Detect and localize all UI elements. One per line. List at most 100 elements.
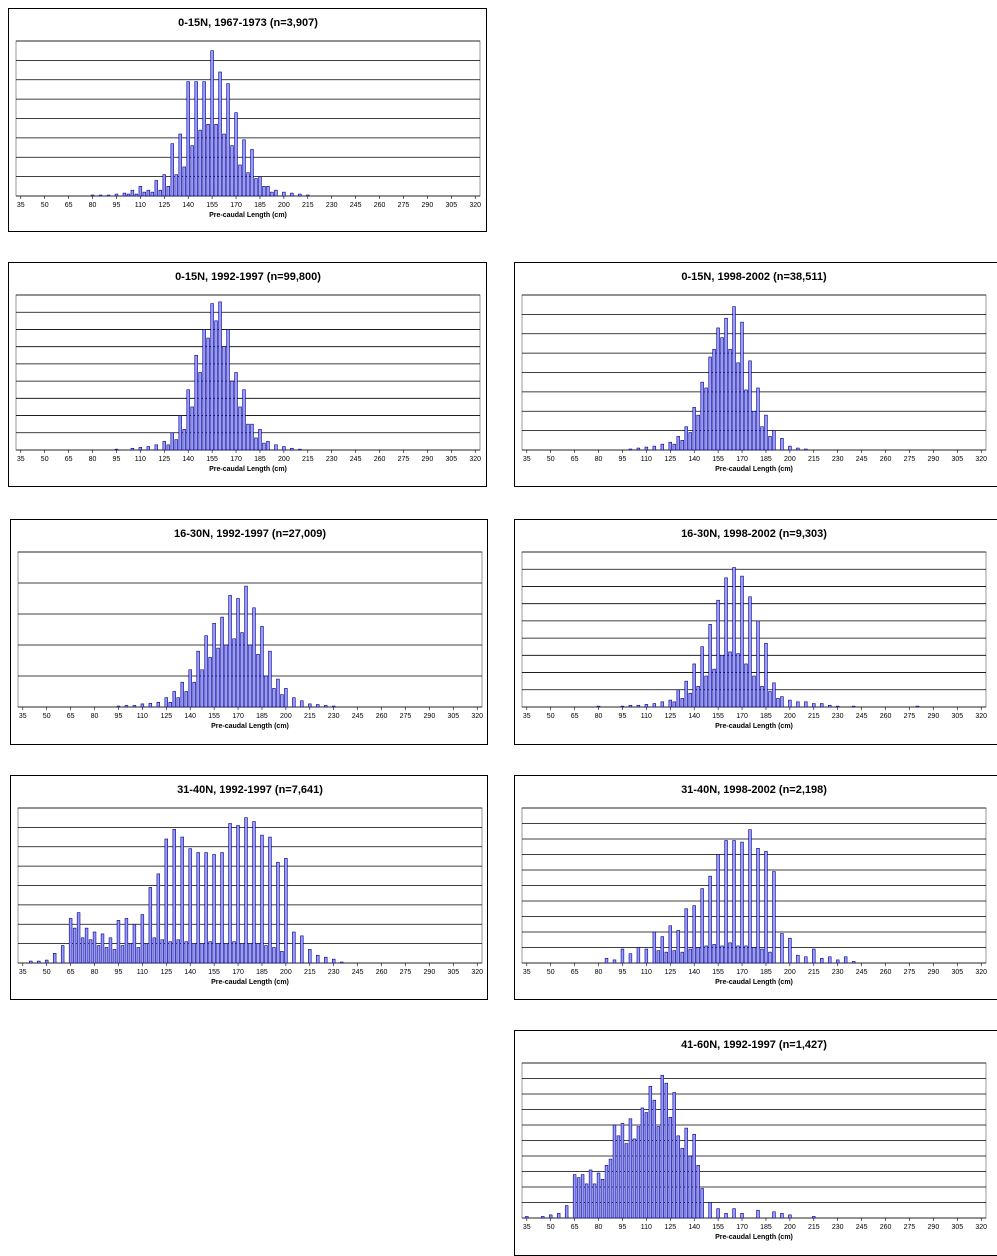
x-tick-label: 260	[374, 456, 386, 463]
x-tick-label: 320	[975, 456, 987, 463]
x-tick-label: 275	[904, 713, 916, 720]
bar	[760, 426, 764, 451]
bar	[272, 947, 276, 964]
bar	[264, 945, 268, 964]
bar	[732, 306, 736, 451]
bar	[628, 704, 633, 708]
bar	[298, 448, 302, 451]
bar	[300, 700, 304, 708]
bar	[260, 626, 264, 708]
bar	[812, 948, 816, 964]
bar	[736, 362, 740, 451]
bar	[138, 186, 143, 197]
bar	[168, 941, 172, 964]
bar	[256, 943, 260, 964]
x-tick-label: 35	[17, 202, 25, 209]
bar	[206, 337, 210, 451]
x-tick-label: 80	[595, 456, 603, 463]
x-tick-label: 110	[135, 456, 146, 463]
bar	[252, 607, 256, 708]
x-tick-label: 50	[43, 969, 51, 976]
bar	[541, 1216, 545, 1219]
x-tick-label: 35	[523, 713, 531, 720]
x-tick-label: 95	[115, 969, 123, 976]
bar	[708, 356, 712, 451]
bar	[238, 406, 242, 451]
bar	[184, 941, 188, 964]
bar	[204, 635, 208, 708]
bar	[246, 423, 250, 451]
bar	[776, 698, 780, 708]
bar	[194, 354, 198, 451]
chart-title: 0-15N, 1998-2002 (n=38,511)	[681, 271, 827, 283]
bar	[100, 933, 105, 964]
x-tick-label: 35	[19, 713, 27, 720]
x-tick-label: 65	[65, 202, 73, 209]
bar	[92, 931, 97, 964]
x-tick-label: 305	[445, 202, 457, 209]
bar	[748, 596, 752, 708]
x-tick-label: 125	[158, 456, 170, 463]
bar	[736, 653, 740, 708]
bar	[728, 942, 732, 964]
bar	[146, 446, 151, 451]
bar	[332, 958, 336, 964]
bar	[764, 851, 768, 964]
bar	[142, 191, 147, 197]
bar	[584, 1183, 589, 1219]
bar	[224, 943, 228, 964]
bar	[164, 838, 168, 964]
bar	[652, 445, 657, 451]
bar	[308, 703, 312, 708]
x-tick-label: 50	[43, 713, 51, 720]
bar	[684, 426, 688, 451]
bar	[280, 951, 284, 964]
bar	[148, 887, 153, 964]
chart-title: 31-40N, 1992-1997 (n=7,641)	[177, 784, 323, 796]
bar	[140, 914, 145, 964]
bar	[194, 81, 198, 197]
x-tick-label: 260	[374, 202, 386, 209]
bar	[525, 1216, 529, 1219]
bar	[72, 927, 77, 964]
x-tick-label: 260	[376, 969, 388, 976]
bar	[672, 701, 676, 708]
bar	[112, 949, 117, 964]
bar	[104, 947, 109, 964]
bar	[740, 575, 744, 708]
chart-title: 0-15N, 1992-1997 (n=99,800)	[175, 271, 321, 283]
x-tick-label: 230	[832, 1224, 844, 1231]
x-tick-label: 290	[424, 969, 436, 976]
bar	[106, 194, 111, 197]
bar	[308, 949, 312, 964]
x-tick-label: 170	[736, 1224, 748, 1231]
bar	[684, 680, 688, 708]
chart-title: 31-40N, 1998-2002 (n=2,198)	[681, 784, 827, 796]
x-tick-label: 245	[856, 969, 868, 976]
bar	[96, 945, 101, 964]
x-tick-label: 275	[904, 1224, 916, 1231]
x-tick-label: 35	[523, 1224, 531, 1231]
bar	[120, 945, 125, 964]
bar	[724, 317, 728, 451]
bar	[182, 429, 186, 451]
bar	[692, 663, 696, 708]
x-tick-label: 65	[571, 969, 579, 976]
x-tick-label: 50	[547, 713, 555, 720]
bar	[138, 447, 143, 451]
bar	[200, 669, 204, 708]
bar	[712, 668, 716, 708]
x-tick-label: 200	[278, 202, 290, 209]
bar	[202, 329, 206, 451]
x-tick-label: 245	[352, 713, 364, 720]
bar	[780, 933, 784, 964]
bar	[644, 446, 649, 451]
x-tick-label: 80	[595, 713, 603, 720]
bar	[172, 829, 176, 964]
bar	[712, 348, 716, 451]
bar	[760, 686, 764, 708]
x-tick-label: 305	[951, 456, 963, 463]
bar	[796, 954, 800, 964]
bar	[244, 817, 248, 964]
